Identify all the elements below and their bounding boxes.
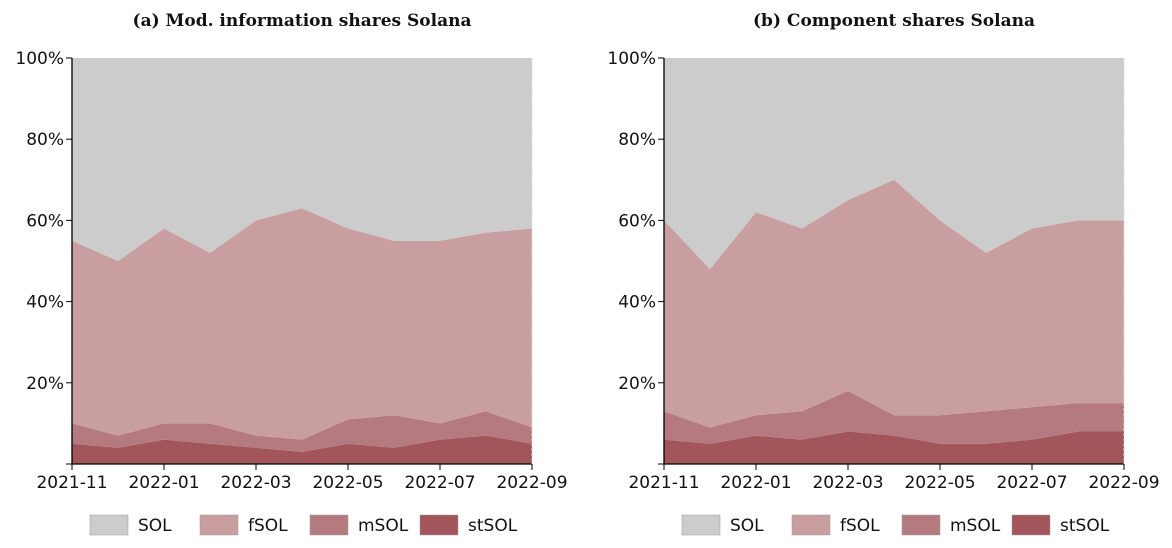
chart-title: (b) Component shares Solana: [753, 11, 1035, 31]
chart-title: (a) Mod. information shares Solana: [133, 11, 472, 31]
y-tick-label: 40%: [26, 293, 64, 313]
x-tick-label: 2022-09: [496, 473, 567, 493]
area: [664, 390, 1124, 444]
legend-swatch: [89, 514, 129, 536]
x-tick-label: 2022-07: [996, 473, 1067, 493]
legend-swatch: [419, 514, 459, 536]
y-tick-label: 80%: [618, 130, 656, 150]
y-tick-label: 80%: [26, 130, 64, 150]
y-tick-label: 60%: [618, 211, 656, 231]
legend-swatch: [681, 514, 721, 536]
y-tick-label: 60%: [26, 211, 64, 231]
area: [664, 58, 1124, 270]
legend-swatch: [901, 514, 941, 536]
x-tick-label: 2022-03: [812, 473, 883, 493]
legend-label: SOL: [730, 516, 764, 536]
x-tick-label: 2021-11: [36, 473, 107, 493]
legend-label: stSOL: [468, 516, 518, 536]
legend-swatch: [791, 514, 831, 536]
x-tick-label: 2022-01: [128, 473, 199, 493]
area: [664, 179, 1124, 428]
y-tick-label: 20%: [618, 374, 656, 394]
x-tick-label: 2022-09: [1088, 473, 1159, 493]
area: [664, 431, 1124, 464]
y-tick-label: 20%: [26, 374, 64, 394]
area: [72, 435, 532, 464]
area: [72, 208, 532, 440]
legend-swatch: [199, 514, 239, 536]
legend-swatch: [309, 514, 349, 536]
legend-swatch: [1011, 514, 1051, 536]
x-tick-label: 2022-05: [312, 473, 383, 493]
legend-label: mSOL: [358, 516, 409, 536]
x-tick-label: 2022-05: [904, 473, 975, 493]
legend-label: stSOL: [1060, 516, 1110, 536]
legend-label: fSOL: [840, 516, 880, 536]
legend-label: mSOL: [950, 516, 1001, 536]
y-tick-label: 100%: [607, 49, 656, 69]
x-tick-label: 2022-03: [220, 473, 291, 493]
area: [72, 411, 532, 452]
area: [72, 58, 532, 261]
x-tick-label: 2022-07: [404, 473, 475, 493]
x-tick-label: 2021-11: [628, 473, 699, 493]
legend-label: SOL: [138, 516, 172, 536]
y-tick-label: 100%: [15, 49, 64, 69]
legend-label: fSOL: [248, 516, 288, 536]
y-tick-label: 40%: [618, 293, 656, 313]
x-tick-label: 2022-01: [720, 473, 791, 493]
